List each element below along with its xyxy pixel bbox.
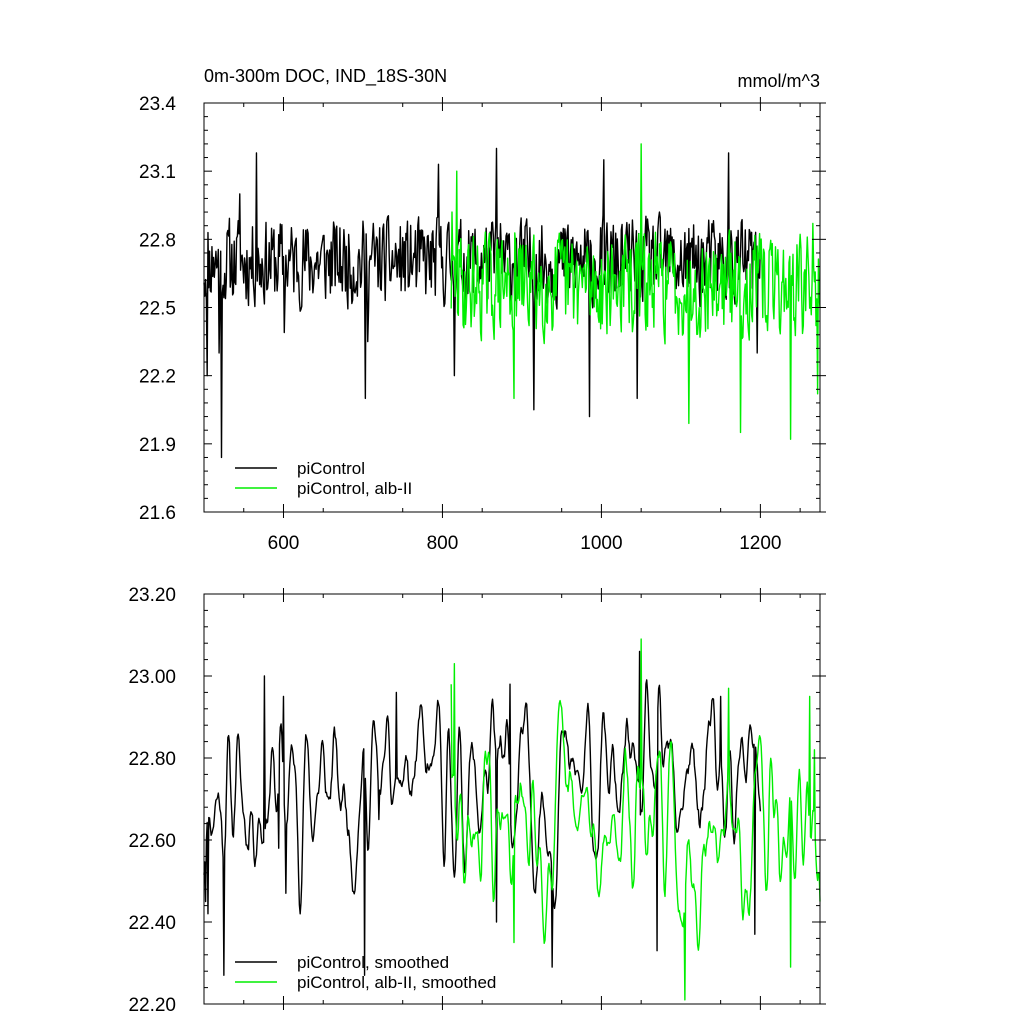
bottom-panel-frame xyxy=(203,593,821,1005)
legend-label-1: piControl, alb-II xyxy=(297,479,412,498)
series-line-0 xyxy=(203,650,762,976)
y-tick-label: 22.20 xyxy=(128,995,176,1016)
x-tick-label: 1000 xyxy=(580,533,622,554)
top-panel-units: mmol/m^3 xyxy=(738,71,820,91)
y-tick-label: 22.40 xyxy=(128,913,176,934)
y-tick-label: 22.80 xyxy=(128,749,176,770)
series-line-1 xyxy=(450,143,821,440)
y-tick-label: 22.8 xyxy=(139,230,176,251)
y-tick-label: 22.5 xyxy=(139,299,176,320)
y-tick-label: 21.9 xyxy=(139,435,176,456)
x-tick-label: 800 xyxy=(427,533,459,554)
y-tick-label: 22.60 xyxy=(128,831,176,852)
y-tick-label: 22.2 xyxy=(139,367,176,388)
y-tick-label: 23.1 xyxy=(139,162,176,183)
top-panel-plot: 0m-300m DOC, IND_18S-30N mmol/m^3 600 800… xyxy=(139,66,826,554)
legend-label-1: piControl, alb-II, smoothed xyxy=(297,973,496,992)
legend-label-0: piControl xyxy=(297,459,365,478)
top-panel-title: 0m-300m DOC, IND_18S-30N xyxy=(204,66,447,87)
bottom-panel-ticks: 22.20 22.40 22.60 22.80 23.00 23.20 xyxy=(128,585,826,1016)
y-tick-label: 23.20 xyxy=(128,585,176,606)
y-tick-label: 23.00 xyxy=(128,667,176,688)
top-panel-ticks: 600 800 1000 1200 21.6 21.9 22.2 22.5 22.8 23.1 23… xyxy=(139,94,826,554)
x-tick-label: 600 xyxy=(268,533,300,554)
x-tick-label: 1200 xyxy=(739,533,781,554)
top-panel-series xyxy=(203,143,821,459)
y-tick-label: 23.4 xyxy=(139,94,176,115)
bottom-panel-plot: 22.20 22.40 22.60 22.80 23.00 23.20 piControl… xyxy=(128,585,826,1016)
legend-label-0: piControl, smoothed xyxy=(297,953,449,972)
series-line-1 xyxy=(450,638,821,1001)
bottom-panel-series xyxy=(203,638,821,1001)
y-tick-label: 21.6 xyxy=(139,503,176,524)
